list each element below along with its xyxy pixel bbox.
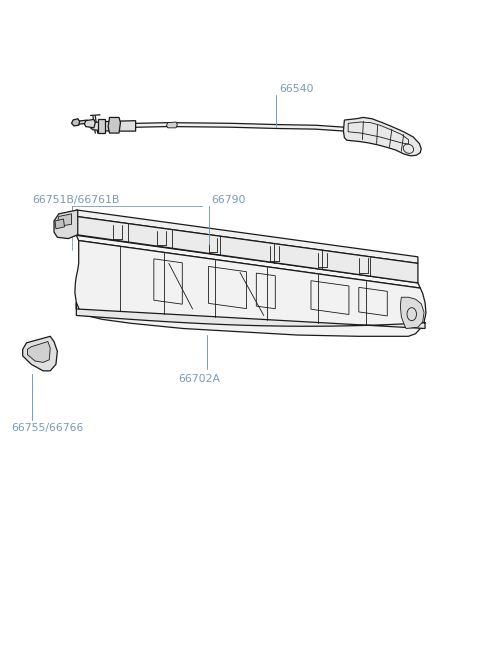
Polygon shape [57,214,72,226]
Text: 66790: 66790 [212,194,246,205]
Text: 66702A: 66702A [179,374,220,384]
Polygon shape [76,210,418,263]
Polygon shape [76,235,420,288]
Polygon shape [108,118,120,133]
Polygon shape [72,119,80,126]
Polygon shape [55,219,64,229]
Polygon shape [76,302,425,328]
Text: 66755/66766: 66755/66766 [12,423,84,433]
Polygon shape [91,121,136,131]
Polygon shape [27,342,50,363]
Polygon shape [76,120,87,125]
Polygon shape [97,119,105,133]
Polygon shape [109,123,344,131]
Polygon shape [54,210,78,238]
Text: 66540: 66540 [279,84,313,94]
Polygon shape [75,240,426,336]
Polygon shape [167,122,178,128]
Text: 66751B/66761B: 66751B/66761B [32,194,120,205]
Polygon shape [23,336,57,371]
Polygon shape [400,297,424,328]
Polygon shape [76,216,418,283]
Polygon shape [84,120,96,128]
Polygon shape [343,118,421,156]
